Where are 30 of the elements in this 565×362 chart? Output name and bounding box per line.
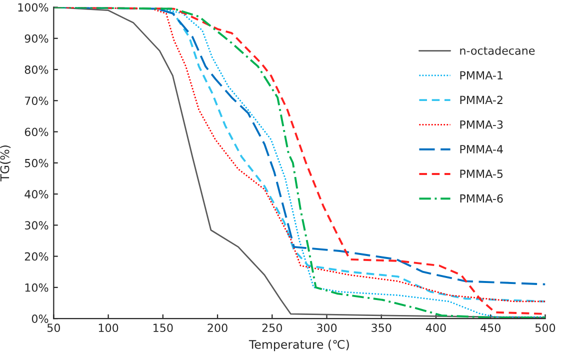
x-tick-label: 50 — [47, 324, 60, 332]
legend-label: PMMA-4 — [460, 145, 503, 154]
x-tick-label: 400 — [426, 324, 446, 332]
x-tick-label: 500 — [535, 324, 556, 332]
legend-label: PMMA-3 — [460, 120, 503, 129]
y-axis-title: TG(%) — [0, 146, 11, 182]
x-tick-label: 350 — [372, 324, 392, 332]
x-tick-label: 100 — [98, 324, 118, 332]
y-tick-label: 10% — [25, 283, 48, 292]
x-tick-label: 250 — [262, 324, 282, 332]
x-tick-label: 450 — [480, 324, 500, 332]
y-tick-label: 60% — [24, 128, 48, 136]
x-tick-label: 300 — [317, 324, 337, 332]
x-tick-label: 200 — [208, 324, 228, 332]
y-tick-label: 90% — [24, 34, 48, 43]
y-tick-label: 0% — [32, 314, 48, 323]
y-tick-label: 80% — [24, 65, 48, 74]
legend-label: n-octadecane — [460, 46, 535, 55]
x-axis-title: Temperature (℃) — [248, 340, 349, 352]
y-tick-label: 100% — [18, 3, 48, 12]
legend-label: PMMA-6 — [460, 194, 503, 203]
y-tick-label: 50% — [24, 158, 48, 168]
legend-label: PMMA-1 — [460, 71, 502, 80]
y-tick-label: 30% — [24, 221, 48, 230]
legend-label: PMMA-5 — [460, 170, 503, 178]
y-tick-label: 20% — [24, 252, 48, 261]
y-tick-label: 70% — [25, 96, 48, 106]
x-tick-label: 150 — [154, 324, 173, 332]
legend-label: PMMA-2 — [460, 96, 502, 104]
y-tick-label: 40% — [24, 190, 48, 198]
